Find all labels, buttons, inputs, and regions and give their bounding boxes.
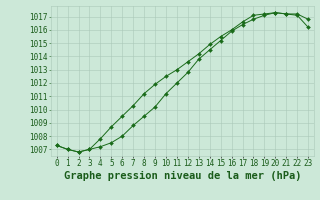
X-axis label: Graphe pression niveau de la mer (hPa): Graphe pression niveau de la mer (hPa) [64,171,301,181]
